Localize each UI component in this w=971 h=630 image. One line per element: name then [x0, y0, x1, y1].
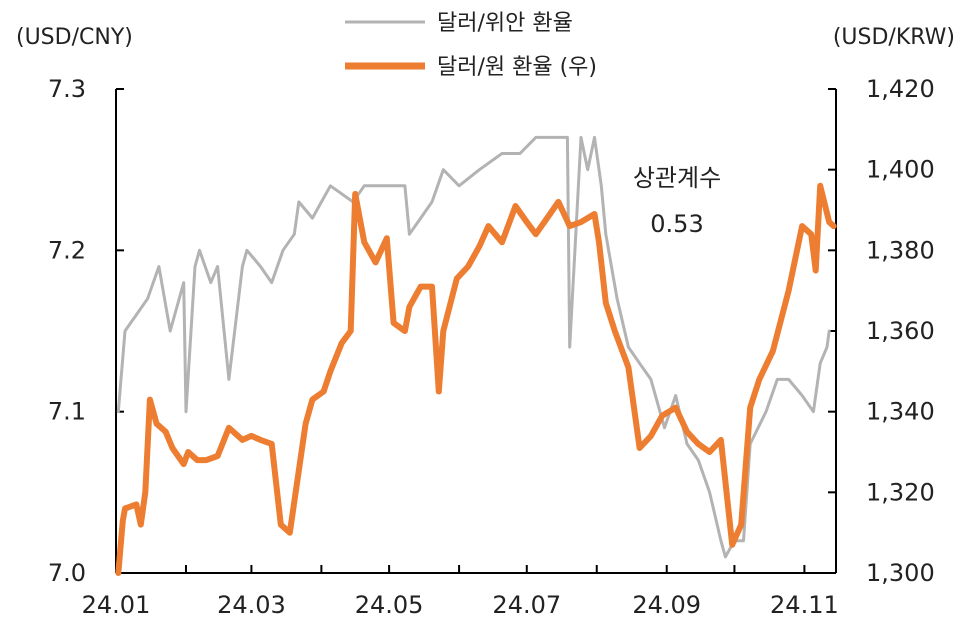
correlation-label: 상관계수: [633, 164, 721, 192]
correlation-value: 0.53: [650, 210, 703, 238]
right-axis-tick-label: 1,300: [866, 559, 935, 587]
series-line-krw: [115, 182, 837, 576]
left-axis-unit-label: (USD/CNY): [16, 25, 133, 50]
x-axis-tick-label: 24.01: [82, 591, 151, 619]
right-axis-tick-label: 1,320: [866, 478, 935, 506]
left-axis-tick-label: 7.0: [48, 559, 86, 587]
x-axis-tick-label: 24.07: [492, 591, 561, 619]
axes: 7.3 7.2 7.1 7.0 1,420 1,400 1,380 1,360 1,340 1,3…: [48, 75, 935, 619]
left-axis-tick-label: 7.2: [48, 236, 86, 264]
right-axis-tick-label: 1,400: [866, 156, 935, 184]
right-axis-tick-label: 1,380: [866, 236, 935, 264]
right-axis-tick-label: 1,340: [866, 398, 935, 426]
legend-label-krw: 달러/원 환율 (우): [437, 55, 597, 80]
right-axis-unit-label: (USD/KRW): [833, 25, 955, 50]
legend: 달러/위안 환율 달러/원 환율 (우): [345, 11, 597, 80]
right-axis-tick-label: 1,420: [866, 75, 935, 103]
x-axis-tick-label: 24.05: [355, 591, 424, 619]
left-axis-tick-label: 7.3: [48, 75, 86, 103]
x-axis-tick-label: 24.09: [632, 591, 701, 619]
plot-area: [115, 135, 837, 576]
legend-label-cny: 달러/위안 환율: [437, 11, 573, 36]
series-line-cny: [116, 135, 831, 559]
left-axis-tick-label: 7.1: [48, 398, 86, 426]
x-axis-tick-label: 24.11: [770, 591, 839, 619]
right-axis-tick-label: 1,360: [866, 317, 935, 345]
x-axis-tick-label: 24.03: [217, 591, 286, 619]
